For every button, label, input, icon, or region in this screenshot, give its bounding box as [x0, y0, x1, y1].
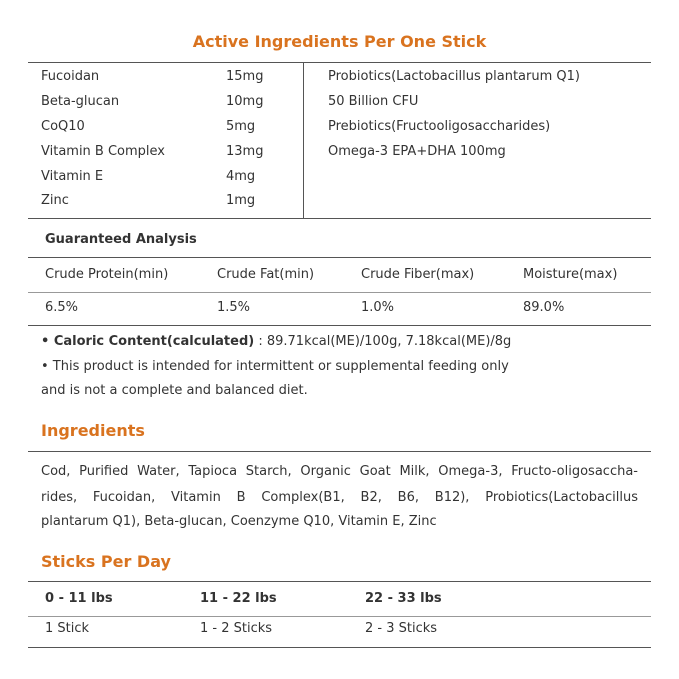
ingredient-name: CoQ10	[41, 119, 85, 134]
ingredient-amount: 4mg	[226, 169, 256, 184]
ingredient-name: Fucoidan	[41, 69, 100, 84]
ingredients-line: Cod, Purified Water, Tapioca Starch, Org…	[41, 464, 638, 479]
analysis-value: 6.5%	[45, 300, 79, 315]
column-divider	[303, 62, 304, 218]
analysis-value: 89.0%	[523, 300, 565, 315]
section-title: Sticks Per Day	[41, 552, 171, 571]
ingredients-line: plantarum Q1), Beta-glucan, Coenzyme Q10…	[41, 514, 437, 529]
divider	[28, 616, 651, 617]
note: • This product is intended for intermitt…	[41, 359, 509, 374]
ingredient-amount: 13mg	[226, 144, 264, 159]
sticks-value: 2 - 3 Sticks	[365, 621, 438, 636]
divider	[28, 325, 651, 326]
analysis-header: Crude Protein(min)	[45, 267, 169, 282]
ingredients-line: rides, Fucoidan, Vitamin B Complex(B1, B…	[41, 490, 638, 505]
ingredient-info: Prebiotics(Fructooligosaccharides)	[328, 119, 551, 134]
divider	[28, 218, 651, 219]
ingredient-name: Zinc	[41, 193, 69, 208]
analysis-header: Moisture(max)	[523, 267, 618, 282]
ingredient-name: Vitamin B Complex	[41, 144, 166, 159]
ingredient-name: Vitamin E	[41, 169, 104, 184]
note: and is not a complete and balanced diet.	[41, 383, 308, 398]
ingredient-info: Omega-3 EPA+DHA 100mg	[328, 144, 506, 159]
divider	[28, 647, 651, 648]
divider	[28, 581, 651, 582]
divider	[28, 257, 651, 258]
divider	[28, 292, 651, 293]
title: Active Ingredients Per One Stick	[192, 32, 487, 51]
section-title: Ingredients	[41, 421, 145, 440]
analysis-header: Crude Fiber(max)	[361, 267, 475, 282]
sticks-header: 11 - 22 lbs	[200, 591, 277, 606]
ingredient-amount: 10mg	[226, 94, 264, 109]
sticks-header: 22 - 33 lbs	[365, 591, 442, 606]
ingredient-info: Probiotics(Lactobacillus plantarum Q1)	[328, 69, 580, 84]
ingredient-info: 50 Billion CFU	[328, 94, 419, 109]
sticks-header: 0 - 11 lbs	[45, 591, 113, 606]
caloric-label: • Caloric Content(calculated)	[41, 334, 255, 349]
section-title: Guaranteed Analysis	[45, 232, 197, 247]
caloric-value: : 89.71kcal(ME)/100g, 7.18kcal(ME)/8g	[254, 334, 512, 349]
analysis-header: Crude Fat(min)	[217, 267, 315, 282]
sticks-value: 1 - 2 Sticks	[200, 621, 273, 636]
ingredient-amount: 5mg	[226, 119, 256, 134]
ingredient-amount: 15mg	[226, 69, 264, 84]
analysis-value: 1.5%	[217, 300, 251, 315]
caloric: • Caloric Content(calculated) : 89.71kca…	[41, 333, 511, 351]
ingredient-amount: 1mg	[226, 193, 256, 208]
sticks-value: 1 Stick	[45, 621, 90, 636]
divider	[28, 62, 651, 63]
divider	[28, 451, 651, 452]
ingredient-name: Beta-glucan	[41, 94, 120, 109]
analysis-value: 1.0%	[361, 300, 395, 315]
